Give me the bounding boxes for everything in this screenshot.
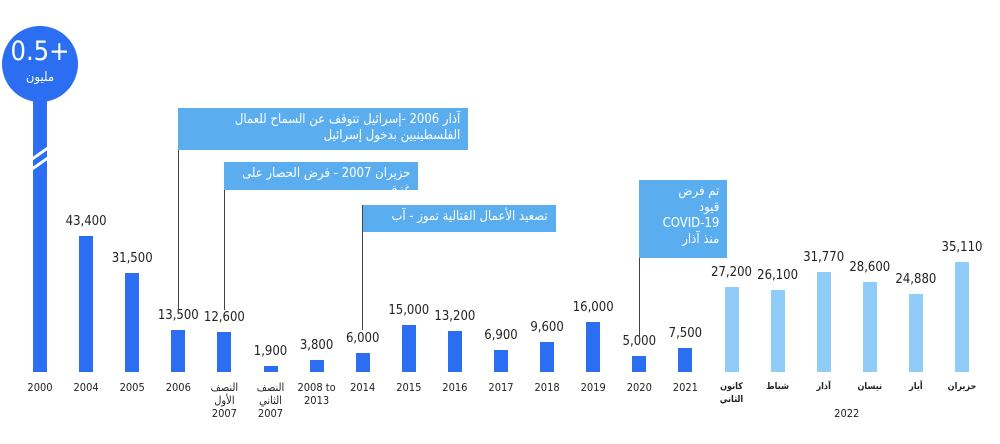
value-label: 28,600	[849, 260, 891, 276]
x-tick-label: 2020	[626, 381, 652, 394]
value-label: 13,200	[434, 308, 476, 324]
value-label: 5,000	[622, 334, 657, 350]
x-tick-label: كانون الثاني	[719, 382, 744, 405]
bar	[125, 273, 140, 372]
callout-box: حزيران 2007 - فرض الحصار على غزة	[224, 162, 419, 197]
bar	[171, 329, 186, 372]
value-label: 1,900	[253, 344, 288, 360]
value-label: 13,500	[157, 307, 199, 323]
value-label: 24,880	[895, 271, 937, 287]
unit-label: مليون	[25, 70, 55, 85]
value-label: 43,400	[65, 213, 107, 229]
value-label: 7,500	[668, 326, 703, 342]
callout-box: تصعيد الأعمال القتالية تموز - آب	[362, 205, 556, 232]
x-tick-label: 2016	[442, 381, 468, 394]
x-tick-label: النصف الثاني 2007	[256, 381, 285, 420]
x-tick-label: 2006	[165, 381, 191, 394]
value-label: 27,200	[711, 264, 752, 280]
bar	[79, 235, 94, 372]
x-tick-label: 2015	[396, 381, 422, 394]
value-label: 26,100	[757, 268, 799, 284]
x-tick-label: أيار	[909, 382, 923, 392]
bar	[678, 348, 693, 372]
callout-line	[223, 162, 225, 310]
x-tick-label: النصف الأول 2007	[210, 381, 239, 420]
value-label: 35,110	[941, 239, 983, 255]
value-label: 12,600	[203, 310, 245, 326]
bar	[862, 282, 877, 372]
bar	[816, 272, 831, 372]
x-tick-label: 2017	[488, 381, 514, 394]
x-tick-label: 2008 to 2013	[297, 381, 336, 407]
x-tick-label: 2019	[580, 381, 606, 394]
callout-box: تم فرض قيود COVID-19 منذ آذار	[639, 180, 728, 258]
x-tick-label: 2018	[534, 381, 560, 394]
x-tick-label: نيسان	[857, 382, 883, 392]
bar	[217, 332, 232, 372]
bar	[770, 290, 785, 372]
value-label: 3,800	[299, 338, 334, 354]
x-tick-label: 2000	[27, 381, 53, 394]
value-label: 6,900	[484, 328, 518, 344]
value-label: 31,500	[111, 251, 153, 267]
bar	[908, 293, 923, 372]
callout-line	[177, 108, 179, 310]
value-label: 16,000	[572, 299, 614, 315]
callout-line	[362, 205, 364, 330]
bar	[724, 286, 739, 372]
value-label: 9,600	[530, 319, 564, 335]
bar	[586, 321, 601, 372]
group-label: 2022	[834, 407, 860, 420]
x-tick-label: 2005	[119, 381, 145, 394]
value-circle	[2, 26, 78, 102]
bar	[33, 70, 47, 372]
value-label: 31,770	[803, 250, 845, 266]
value-label: 15,000	[388, 302, 430, 318]
bar	[355, 353, 370, 372]
bar	[494, 350, 508, 372]
x-tick-label: آذار	[816, 382, 831, 392]
callout-box: آذار 2006 -إسرائيل تتوقف عن السماح للعما…	[178, 108, 469, 150]
value-label: 0.5+	[10, 36, 70, 67]
callout-line	[638, 180, 640, 338]
bar	[447, 330, 462, 372]
bar	[540, 341, 555, 372]
x-tick-label: حزيران	[947, 382, 977, 392]
bar	[401, 324, 416, 372]
x-tick-label: شباط	[766, 382, 789, 392]
bar	[309, 360, 324, 372]
bar	[632, 356, 647, 372]
value-label: 6,000	[345, 331, 380, 347]
x-tick-label: 2014	[350, 381, 376, 394]
bar	[263, 366, 278, 372]
bar	[955, 261, 969, 372]
x-tick-label: 2004	[73, 381, 99, 394]
x-tick-label: 2021	[672, 381, 698, 394]
